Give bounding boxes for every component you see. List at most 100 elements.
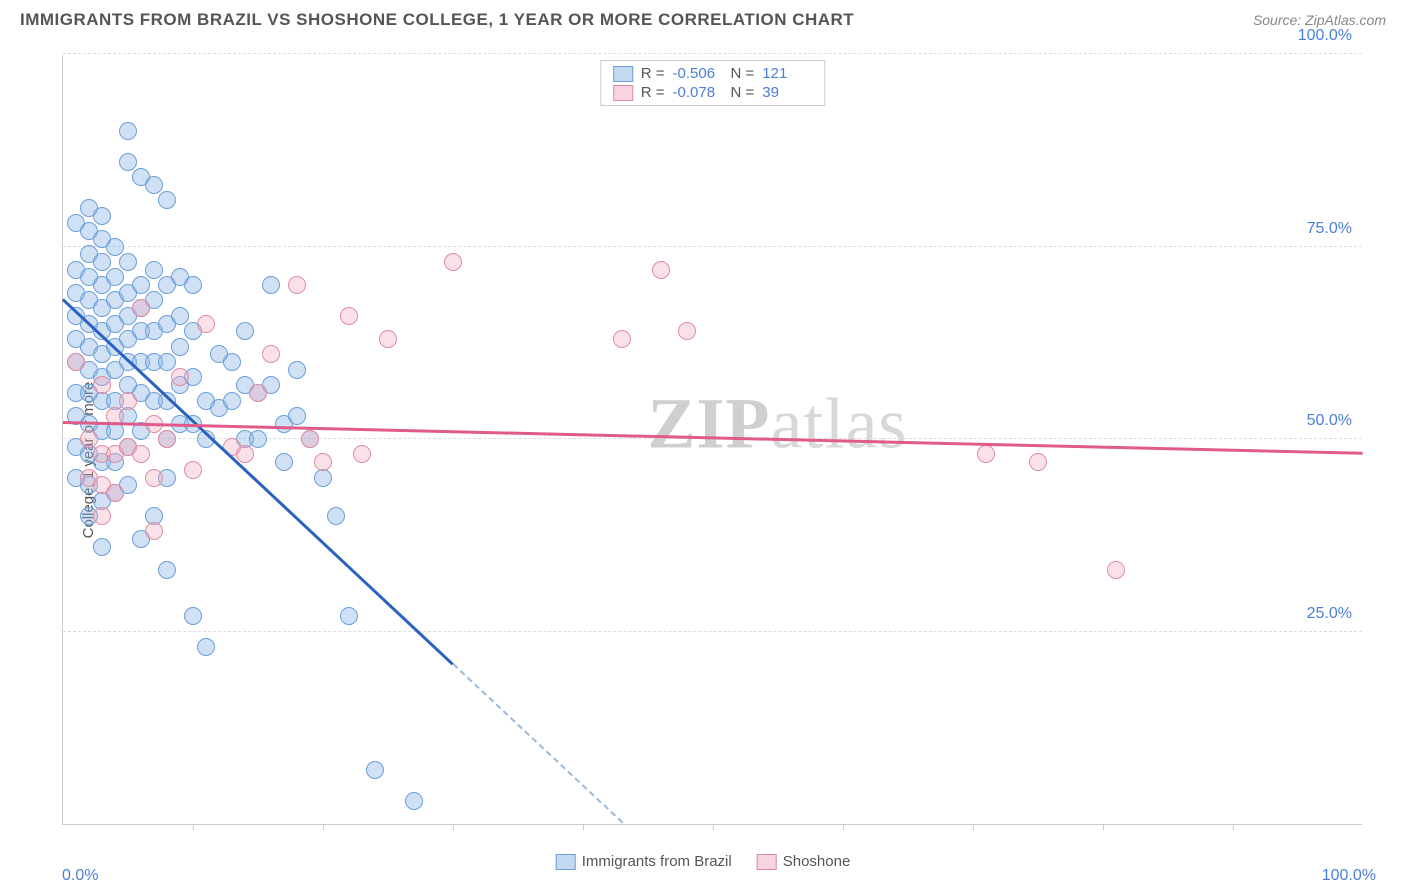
plot-area: ZIPatlas R = -0.506 N = 121 R = -0.078 N… xyxy=(62,55,1362,825)
scatter-point xyxy=(171,307,189,325)
scatter-point xyxy=(249,430,267,448)
scatter-point xyxy=(93,376,111,394)
swatch-blue-icon xyxy=(556,854,576,870)
scatter-point xyxy=(145,261,163,279)
source-label: Source: ZipAtlas.com xyxy=(1253,12,1386,28)
scatter-point xyxy=(145,176,163,194)
scatter-point xyxy=(119,253,137,271)
n-value-shoshone: 39 xyxy=(762,84,812,101)
r-value-brazil: -0.506 xyxy=(673,65,723,82)
x-tick-mark xyxy=(583,824,584,830)
scatter-point xyxy=(106,422,124,440)
legend-bottom: Immigrants from Brazil Shoshone xyxy=(556,853,851,870)
n-label: N = xyxy=(731,84,755,101)
legend-item-brazil: Immigrants from Brazil xyxy=(556,853,732,870)
swatch-pink-icon xyxy=(613,85,633,101)
watermark: ZIPatlas xyxy=(647,383,907,466)
legend-label-brazil: Immigrants from Brazil xyxy=(582,853,732,870)
scatter-point xyxy=(106,268,124,286)
x-tick-mark xyxy=(843,824,844,830)
scatter-point xyxy=(119,392,137,410)
n-value-brazil: 121 xyxy=(762,65,812,82)
scatter-point xyxy=(93,207,111,225)
scatter-point xyxy=(327,507,345,525)
scatter-point xyxy=(223,353,241,371)
scatter-point xyxy=(249,384,267,402)
swatch-pink-icon xyxy=(757,854,777,870)
scatter-point xyxy=(158,430,176,448)
scatter-point xyxy=(236,322,254,340)
gridline xyxy=(63,53,1362,54)
scatter-point xyxy=(340,607,358,625)
stats-row-shoshone: R = -0.078 N = 39 xyxy=(613,84,813,101)
scatter-point xyxy=(288,276,306,294)
r-label: R = xyxy=(641,84,665,101)
x-tick-mark xyxy=(973,824,974,830)
scatter-point xyxy=(262,276,280,294)
legend-label-shoshone: Shoshone xyxy=(783,853,851,870)
scatter-point xyxy=(184,607,202,625)
scatter-point xyxy=(132,299,150,317)
scatter-point xyxy=(132,276,150,294)
scatter-point xyxy=(379,330,397,348)
scatter-point xyxy=(184,461,202,479)
x-tick-mark xyxy=(453,824,454,830)
scatter-point xyxy=(197,638,215,656)
r-value-shoshone: -0.078 xyxy=(673,84,723,101)
scatter-point xyxy=(977,445,995,463)
scatter-point xyxy=(678,322,696,340)
scatter-point xyxy=(184,276,202,294)
scatter-point xyxy=(106,484,124,502)
x-tick-max: 100.0% xyxy=(1322,867,1376,885)
scatter-point xyxy=(145,522,163,540)
stats-legend-box: R = -0.506 N = 121 R = -0.078 N = 39 xyxy=(600,60,826,106)
y-tick-label: 50.0% xyxy=(1307,412,1352,430)
scatter-point xyxy=(353,445,371,463)
x-tick-mark xyxy=(1233,824,1234,830)
scatter-point xyxy=(93,253,111,271)
stats-row-brazil: R = -0.506 N = 121 xyxy=(613,65,813,82)
r-label: R = xyxy=(641,65,665,82)
chart-title: IMMIGRANTS FROM BRAZIL VS SHOSHONE COLLE… xyxy=(20,10,854,30)
scatter-point xyxy=(366,761,384,779)
scatter-point xyxy=(171,338,189,356)
scatter-point xyxy=(314,453,332,471)
scatter-point xyxy=(223,392,241,410)
x-tick-min: 0.0% xyxy=(62,867,98,885)
scatter-point xyxy=(1107,561,1125,579)
trend-line xyxy=(452,663,623,823)
scatter-point xyxy=(132,445,150,463)
scatter-point xyxy=(106,238,124,256)
scatter-point xyxy=(158,561,176,579)
n-label: N = xyxy=(731,65,755,82)
scatter-point xyxy=(80,430,98,448)
scatter-point xyxy=(340,307,358,325)
legend-item-shoshone: Shoshone xyxy=(757,853,851,870)
gridline xyxy=(63,246,1362,247)
gridline xyxy=(63,631,1362,632)
scatter-point xyxy=(288,361,306,379)
scatter-point xyxy=(275,453,293,471)
scatter-point xyxy=(262,345,280,363)
y-tick-label: 25.0% xyxy=(1307,605,1352,623)
y-tick-label: 75.0% xyxy=(1307,220,1352,238)
scatter-point xyxy=(288,407,306,425)
chart-container: College, 1 year or more ZIPatlas R = -0.… xyxy=(20,40,1386,880)
scatter-point xyxy=(145,469,163,487)
scatter-point xyxy=(171,368,189,386)
scatter-point xyxy=(67,353,85,371)
scatter-point xyxy=(93,507,111,525)
scatter-point xyxy=(405,792,423,810)
scatter-point xyxy=(158,353,176,371)
scatter-point xyxy=(652,261,670,279)
scatter-point xyxy=(236,445,254,463)
x-tick-mark xyxy=(193,824,194,830)
x-tick-mark xyxy=(713,824,714,830)
scatter-point xyxy=(158,191,176,209)
scatter-point xyxy=(444,253,462,271)
swatch-blue-icon xyxy=(613,66,633,82)
scatter-point xyxy=(93,538,111,556)
scatter-point xyxy=(1029,453,1047,471)
x-tick-mark xyxy=(1103,824,1104,830)
scatter-point xyxy=(119,122,137,140)
